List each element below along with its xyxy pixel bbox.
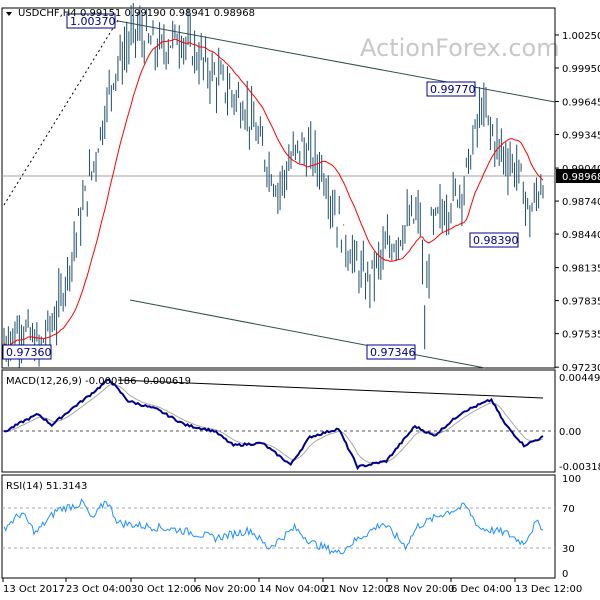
rsi-tick-label: 100 [562,474,581,485]
price-annotation: 0.97360 [6,346,52,359]
rsi-panel [1,474,556,579]
price-annotation: 0.98390 [473,234,519,247]
x-tick-label: 13 Dec 12:00 [515,584,582,595]
x-tick-label: 30 Oct 12:00 [131,584,196,595]
x-tick-label: 6 Nov 20:00 [195,584,256,595]
y-tick-label: 0.97230 [562,363,600,374]
rsi-tick-label: 0 [562,569,568,580]
symbol-label: USDCHF,H4 [18,8,77,19]
macd-panel [1,369,556,473]
x-tick-label: 6 Dec 04:00 [451,584,512,595]
price-annotation: 0.97346 [370,346,416,359]
rsi-line [3,498,543,555]
macd-tick-label: 0.00 [559,427,581,438]
price-annotation-box [469,232,519,248]
fib-dotted-line [3,19,119,206]
y-tick-label: 0.99645 [562,98,600,109]
macd-line [3,378,544,471]
price-annotation: 1.00370 [70,15,116,28]
macd-signal-line [4,384,544,464]
x-tick-label: 13 Oct 2017 [3,584,65,595]
y-tick-label: 0.98740 [562,197,600,208]
current-price-label: 0.98968 [562,172,600,183]
moving-average-line [3,38,544,348]
x-tick-label: 28 Nov 20:00 [387,584,454,595]
y-tick-label: 0.98135 [562,264,600,275]
rsi-tick-label: 30 [562,544,575,555]
watermark: ActionForex.com [360,34,560,62]
y-tick-label: 0.97535 [562,330,600,341]
current-price-badge [556,169,600,183]
price-panel [1,7,556,369]
price-annotation-box [2,344,52,360]
dropdown-arrow-icon[interactable] [6,12,12,16]
y-tick-label: 0.99950 [562,64,600,75]
y-tick-label: 0.99345 [562,131,600,142]
x-tick-label: 14 Nov 04:00 [259,584,326,595]
x-tick-label: 23 Oct 04:00 [66,584,131,595]
x-tick-label: 21 Nov 12:00 [323,584,390,595]
price-annotation-box [426,81,476,97]
price-annotation-box [66,13,116,29]
price-annotation: 0.99770 [430,83,476,96]
rsi-label: RSI(14) 51.3143 [6,481,87,492]
y-tick-label: 1.00250 [562,31,600,42]
macd-label: MACD(12,26,9) -0.000186 -0.000619 [6,376,191,387]
price-annotation-box [366,344,416,360]
rsi-tick-label: 70 [562,504,575,515]
lower-trendline [129,299,486,369]
y-tick-label: 0.98440 [562,230,600,241]
upper-trendline [117,20,556,103]
ohlc-values: 0.99151 0.99190 0.98941 0.98968 [80,8,255,19]
y-tick-label: 0.97835 [562,297,600,308]
macd-tick-label: 0.004493 [559,373,600,384]
macd-tick-label: -0.003186 [559,462,600,473]
macd-trendline [117,379,544,399]
